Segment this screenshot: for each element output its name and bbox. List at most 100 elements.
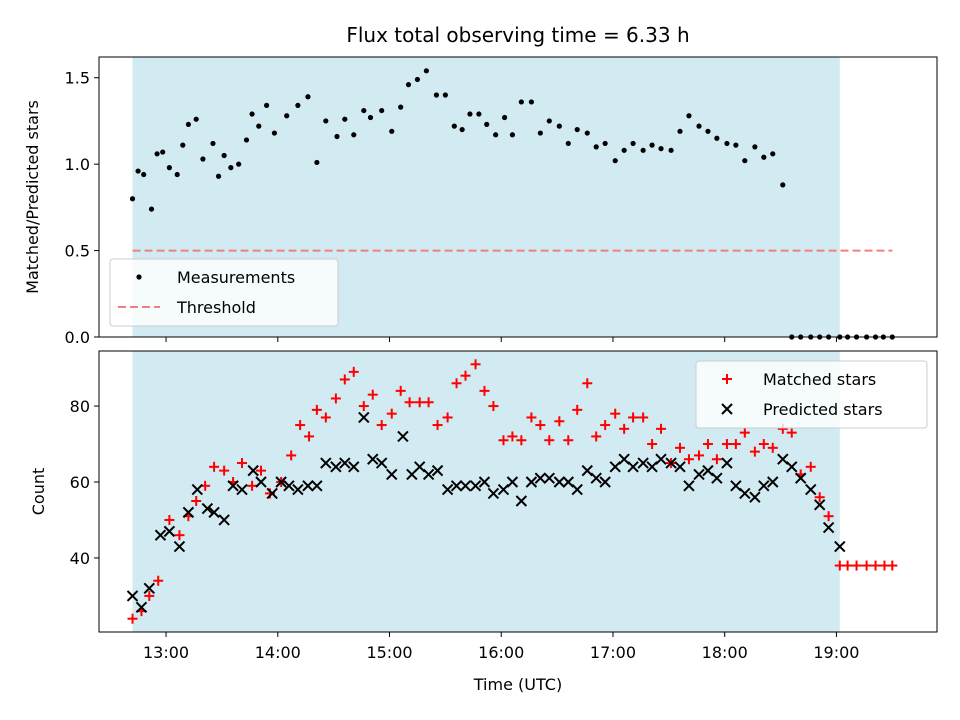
measurement-point	[210, 140, 216, 147]
matched-star-point	[739, 427, 750, 438]
predicted-star-point	[397, 430, 409, 443]
matched-star-point	[628, 412, 639, 423]
predicted-star-point	[693, 468, 705, 481]
top-ytick-label: 1.0	[65, 155, 90, 174]
predicted-star-point	[665, 457, 677, 469]
measurement-point	[556, 123, 562, 129]
predicted-star-point	[247, 464, 259, 477]
predicted-star-point-b	[218, 514, 230, 526]
legend-predicted-cross	[721, 403, 733, 415]
bottom-xtick-label: 15:00	[366, 643, 412, 662]
matched-star-point	[209, 461, 220, 472]
predicted-star-point-b	[441, 483, 454, 496]
predicted-star-point-b	[386, 468, 398, 481]
matched-star-point	[153, 575, 164, 586]
bottom-legend: Matched stars Predicted stars	[695, 360, 928, 429]
measurement-point	[621, 147, 627, 153]
matched-star-point	[286, 450, 297, 461]
measurement-point	[476, 111, 482, 117]
measurement-point	[714, 135, 720, 141]
chart-title: Flux total observing time = 6.33 h	[346, 23, 689, 47]
bottom-xtick-label: 14:00	[255, 643, 301, 662]
matched-star-point	[311, 404, 322, 415]
predicted-star-point	[182, 506, 195, 519]
matched-star-point	[451, 378, 462, 389]
bottom-ytick-label: 60	[70, 473, 90, 492]
matched-star-point	[348, 366, 359, 377]
matched-star-point	[600, 420, 611, 431]
predicted-star-point-b	[247, 464, 259, 477]
predicted-star-point-b	[320, 457, 332, 469]
measurement-point	[249, 111, 255, 117]
top-ytick-label: 0.0	[65, 328, 90, 347]
matched-star-point	[237, 458, 248, 469]
predicted-star-point	[320, 457, 332, 469]
predicted-star-point	[450, 480, 463, 492]
matched-star-point	[358, 401, 369, 412]
predicted-star-point-b	[367, 453, 379, 465]
predicted-star-point-b	[599, 476, 611, 488]
matched-star-point	[563, 435, 574, 446]
legend-measurements-label: Measurements	[177, 268, 295, 287]
measurement-point	[467, 111, 473, 117]
predicted-star-point	[292, 483, 304, 496]
measurement-point	[342, 116, 348, 122]
measurement-point	[686, 113, 692, 119]
measurement-point	[193, 116, 199, 122]
measurement-point	[295, 102, 301, 108]
measurement-point	[493, 132, 499, 138]
predicted-star-point-b	[375, 457, 388, 469]
measurement-points	[129, 68, 895, 340]
predicted-star-point-b	[422, 468, 435, 481]
predicted-star-point-b	[283, 480, 295, 492]
predicted-star-point	[266, 487, 278, 500]
predicted-star-point-b	[143, 582, 155, 595]
predicted-star-point	[173, 540, 186, 553]
predicted-star-point-b	[834, 540, 846, 553]
predicted-star-point	[711, 472, 723, 484]
bottom-y-axis-label: Count	[29, 468, 48, 516]
predicted-star-point-b	[758, 480, 770, 492]
measurement-point	[221, 152, 227, 159]
matched-star-point	[526, 412, 537, 423]
matched-star-point	[423, 397, 434, 408]
top-y-axis-label: Matched/Predicted stars	[23, 100, 42, 294]
predicted-star-point	[431, 464, 444, 477]
measurement-point	[160, 149, 166, 155]
matched-star-point	[507, 431, 518, 442]
measurement-point	[264, 102, 270, 108]
predicted-star-point-b	[767, 476, 779, 488]
predicted-star-point	[191, 483, 204, 496]
matched-star-point	[851, 560, 862, 571]
measurement-point	[215, 173, 222, 179]
matched-star-point	[702, 439, 713, 450]
bottom-axis-ticks: 40 60 80 13:00 14:00 15:00 16:00 17:00 18:00 19:0…	[70, 397, 860, 662]
matched-star-point	[758, 439, 769, 450]
predicted-star-point-b	[693, 468, 705, 481]
measurement-point	[537, 130, 543, 136]
measurement-point	[602, 140, 608, 147]
predicted-star-point-b	[478, 476, 491, 488]
predicted-star-point	[236, 483, 248, 496]
top-legend: Measurements Threshold	[109, 258, 339, 327]
predicted-star-point	[441, 483, 454, 496]
predicted-star-point-b	[154, 529, 167, 541]
measurement-point	[442, 92, 448, 98]
predicted-star-point-b	[227, 480, 239, 492]
predicted-star-point	[683, 480, 695, 492]
matched-star-point	[591, 431, 602, 442]
matched-star-point	[395, 385, 406, 396]
bottom-xtick-label: 18:00	[702, 643, 748, 662]
predicted-star-point-b	[822, 521, 835, 534]
matched-star-point	[861, 560, 872, 571]
predicted-star-point-b	[739, 487, 751, 500]
matched-star-point	[442, 412, 453, 423]
legend-predicted-label: Predicted stars	[763, 400, 883, 419]
bottom-xtick-label: 16:00	[478, 643, 524, 662]
matched-star-point	[304, 431, 315, 442]
predicted-star-point-b	[413, 461, 426, 473]
legend-matched-label: Matched stars	[763, 370, 876, 389]
legend-measurements-marker	[136, 274, 142, 280]
predicted-star-point-b	[236, 483, 248, 496]
